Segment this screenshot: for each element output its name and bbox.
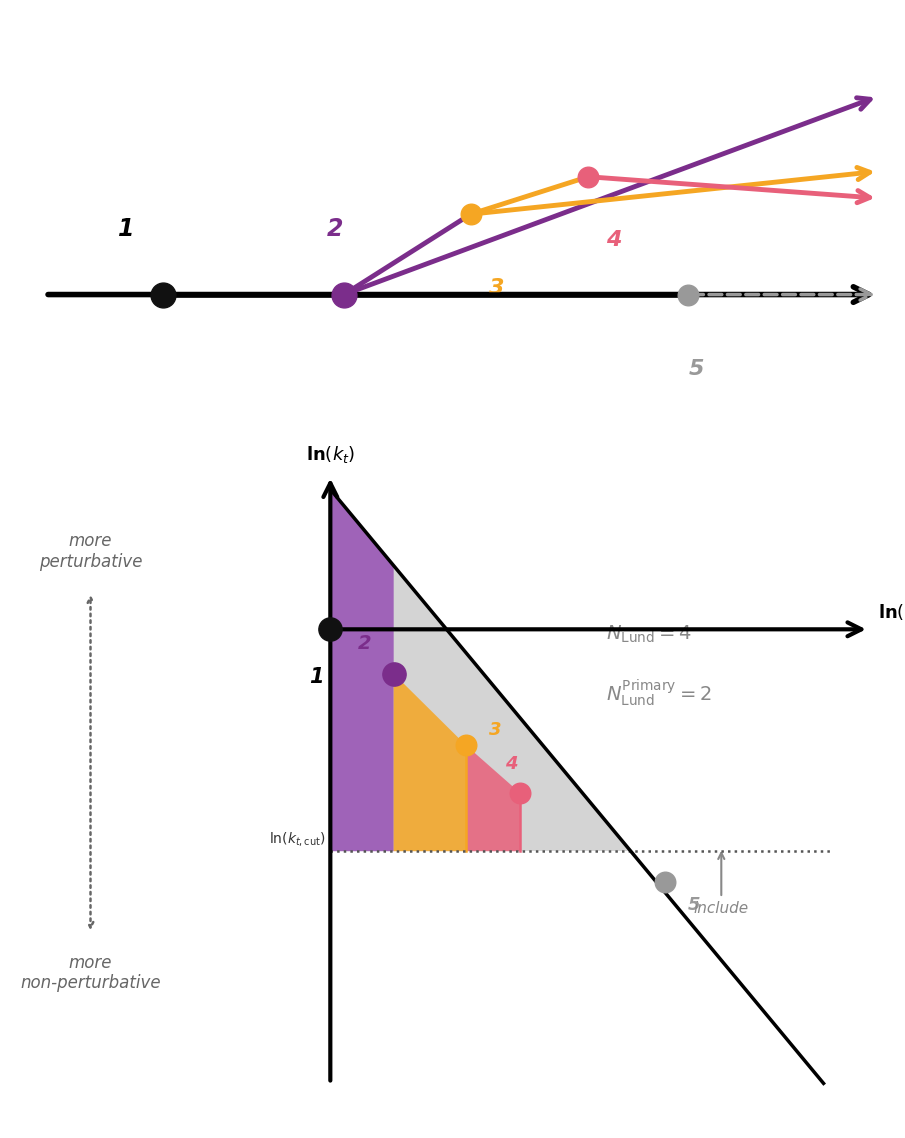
Text: more
non-perturbative: more non-perturbative — [20, 954, 161, 992]
Text: 3: 3 — [489, 279, 504, 298]
Text: 4: 4 — [505, 754, 518, 773]
Point — [323, 620, 338, 638]
Text: $\mathbf{ln}(\mathit{k_t})$: $\mathbf{ln}(\mathit{k_t})$ — [306, 445, 355, 465]
Text: $N_{\mathrm{Lund}}^{\mathrm{Primary}} = 2$: $N_{\mathrm{Lund}}^{\mathrm{Primary}} = … — [606, 678, 712, 709]
Text: more
perturbative: more perturbative — [39, 533, 142, 571]
Point — [156, 286, 170, 304]
Text: 5: 5 — [689, 358, 705, 379]
Text: include: include — [694, 852, 748, 916]
Text: 3: 3 — [489, 720, 501, 739]
Text: $\mathbf{ln}(\mathit{R}/\Delta\mathit{R})$: $\mathbf{ln}(\mathit{R}/\Delta\mathit{R}… — [878, 602, 905, 622]
Text: 2: 2 — [327, 217, 343, 241]
Text: 1: 1 — [310, 667, 324, 687]
Point — [463, 205, 478, 223]
Text: 1: 1 — [119, 217, 135, 241]
Point — [386, 665, 401, 683]
Point — [658, 873, 672, 891]
Point — [459, 736, 473, 754]
Point — [337, 286, 351, 304]
Polygon shape — [330, 489, 394, 851]
Point — [513, 784, 528, 802]
Polygon shape — [330, 489, 631, 851]
Text: 2: 2 — [357, 634, 371, 653]
Text: $N_{\mathrm{Lund}} = 4$: $N_{\mathrm{Lund}} = 4$ — [606, 624, 692, 645]
Text: 5: 5 — [688, 896, 700, 914]
Text: 4: 4 — [606, 230, 622, 250]
Point — [681, 286, 695, 304]
Polygon shape — [466, 745, 520, 851]
Text: $\ln(k_{t,\mathrm{cut}})$: $\ln(k_{t,\mathrm{cut}})$ — [269, 830, 326, 848]
Polygon shape — [394, 674, 466, 851]
Point — [581, 167, 595, 185]
